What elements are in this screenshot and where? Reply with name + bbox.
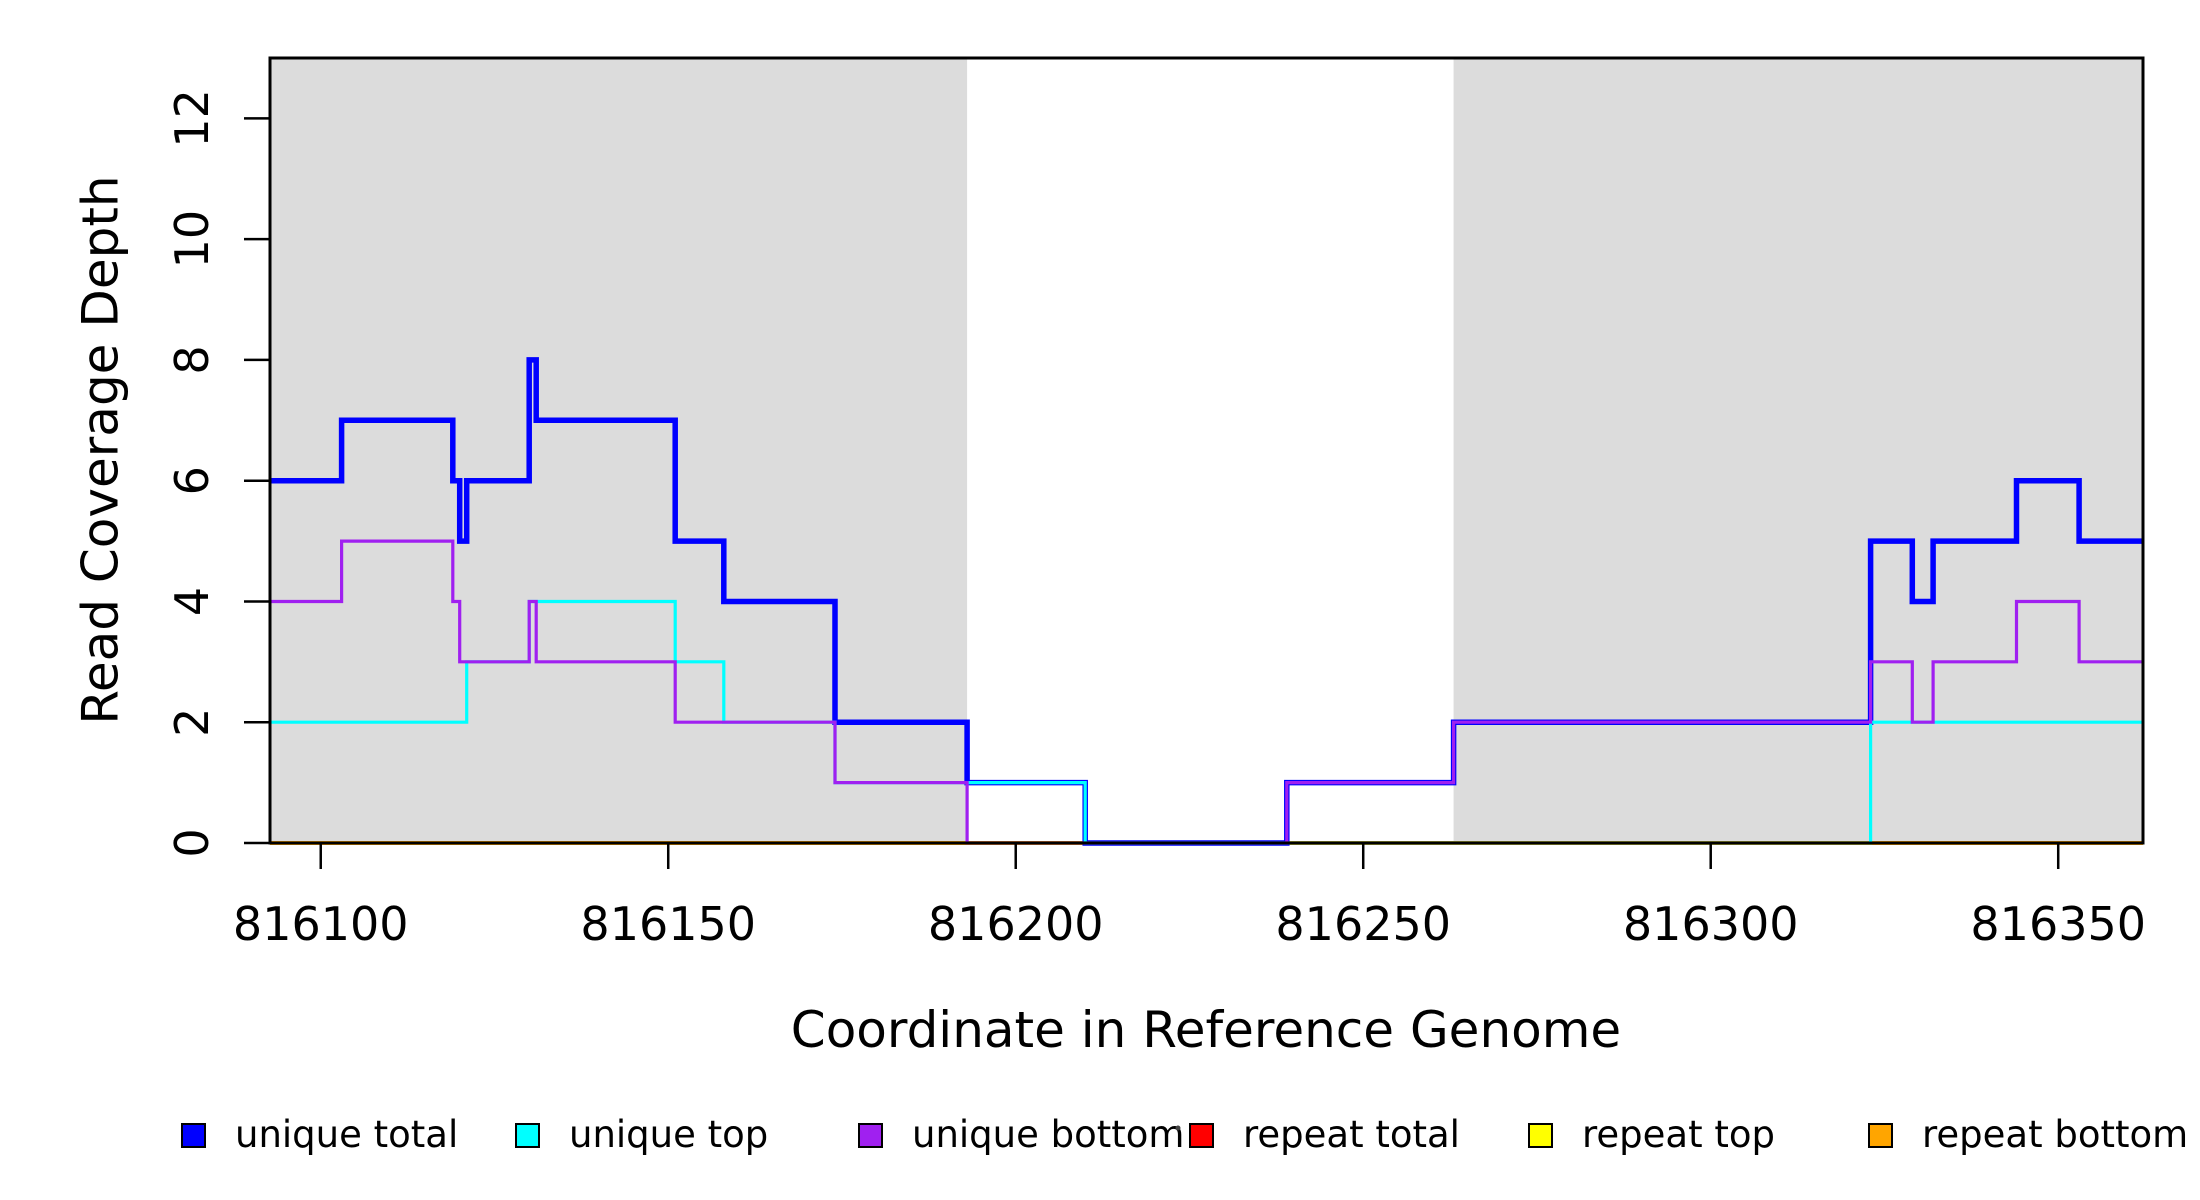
legend-label: repeat top bbox=[1582, 1113, 1775, 1156]
legend-swatch bbox=[1528, 1123, 1553, 1148]
legend-swatch bbox=[858, 1123, 883, 1148]
y-axis-title: Read Coverage Depth bbox=[72, 175, 130, 724]
legend-item-unique-bottom: unique bottom bbox=[858, 1113, 1184, 1156]
legend: unique total unique top unique bottom repea… bbox=[181, 1113, 2188, 1156]
stray-dot bbox=[1175, 1125, 1181, 1131]
legend-swatch bbox=[515, 1123, 540, 1148]
repeat-shaded-regions bbox=[270, 58, 2143, 843]
legend-item-repeat-total: repeat total bbox=[1189, 1113, 1460, 1156]
legend-label: unique top bbox=[569, 1113, 768, 1156]
y-tick-label: 10 bbox=[165, 210, 219, 269]
legend-swatch bbox=[181, 1123, 206, 1148]
x-axis: 816100 816150 816200 816250 816300 816350 bbox=[233, 843, 2146, 951]
legend-label: unique total bbox=[235, 1113, 458, 1156]
y-tick-label: 12 bbox=[165, 89, 219, 148]
x-tick-label: 816300 bbox=[1623, 897, 1799, 951]
x-tick-label: 816350 bbox=[1970, 897, 2146, 951]
plot-box bbox=[268, 56, 2145, 845]
y-tick-label: 4 bbox=[165, 587, 219, 616]
y-tick-label: 8 bbox=[165, 345, 219, 374]
x-tick-label: 816200 bbox=[928, 897, 1104, 951]
y-tick-label: 2 bbox=[165, 708, 219, 737]
series-unique-bottom-line bbox=[270, 539, 2143, 845]
legend-label: repeat total bbox=[1243, 1113, 1460, 1156]
y-tick-label: 6 bbox=[165, 466, 219, 495]
legend-item-repeat-top: repeat top bbox=[1528, 1113, 1775, 1156]
legend-label: unique bottom bbox=[912, 1113, 1184, 1156]
legend-item-unique-top: unique top bbox=[515, 1113, 768, 1156]
x-axis-title: Coordinate in Reference Genome bbox=[791, 1001, 1621, 1059]
repeat-region-right bbox=[1453, 58, 2143, 843]
legend-swatch bbox=[1189, 1123, 1214, 1148]
repeat-region-left bbox=[270, 58, 968, 843]
legend-label: repeat bottom bbox=[1922, 1113, 2188, 1156]
x-tick-label: 816100 bbox=[233, 897, 409, 951]
x-tick-label: 816150 bbox=[580, 897, 756, 951]
legend-swatch bbox=[1868, 1123, 1893, 1148]
legend-item-repeat-bottom: repeat bottom bbox=[1868, 1113, 2188, 1156]
y-tick-label: 0 bbox=[165, 828, 219, 857]
legend-item-unique-total: unique total bbox=[181, 1113, 458, 1156]
series-unique-total-line bbox=[270, 357, 2143, 846]
x-tick-label: 816250 bbox=[1275, 897, 1451, 951]
y-axis: 0 2 4 6 8 10 12 bbox=[165, 89, 270, 858]
